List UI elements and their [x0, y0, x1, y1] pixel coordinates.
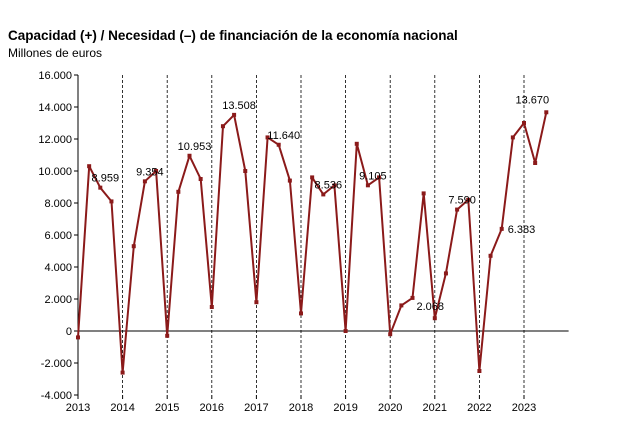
data-point [76, 335, 80, 340]
x-tick-label: 2023 [512, 402, 536, 414]
data-point [243, 169, 248, 173]
data-point [443, 271, 448, 276]
data-point [321, 192, 326, 197]
x-tick-label: 2017 [244, 402, 268, 414]
x-tick-label: 2022 [467, 402, 491, 414]
data-point [98, 185, 103, 190]
data-label: 2.068 [417, 301, 445, 313]
x-tick-label: 2020 [378, 402, 402, 414]
data-point [377, 175, 382, 180]
data-point [332, 183, 337, 188]
series-line [77, 112, 548, 374]
data-point [187, 153, 192, 158]
x-tick-label: 2019 [333, 402, 357, 414]
data-point [354, 141, 359, 146]
data-point [477, 369, 482, 373]
data-point [365, 183, 370, 188]
data-point [198, 177, 203, 181]
data-point [488, 253, 493, 258]
y-tick-label: 14.000 [38, 102, 72, 114]
x-tick-label: 2021 [423, 402, 447, 414]
y-tick-label: 4.000 [44, 262, 72, 274]
data-point [466, 197, 471, 202]
data-point [154, 169, 159, 173]
y-tick-label: 0 [66, 326, 72, 338]
data-point [87, 164, 92, 169]
data-point [455, 207, 460, 212]
data-label: 13.670 [515, 94, 549, 106]
y-tick-label: 6.000 [44, 230, 72, 242]
data-label: 10.953 [178, 141, 212, 153]
y-tick-label: 12.000 [38, 134, 72, 146]
data-label: 9.354 [136, 166, 164, 178]
data-point [310, 175, 315, 180]
data-point [544, 110, 549, 115]
data-point [142, 179, 147, 184]
data-labels: 8.959 9.354 10.953 13.508 11.640 8.536 9.105 2.… [92, 94, 550, 313]
x-tick-label: 2018 [289, 402, 313, 414]
data-point [232, 112, 237, 117]
data-point [254, 300, 259, 305]
gridlines [122, 75, 525, 395]
x-axis-tick-labels: 2013 2014 2015 2016 2017 2018 2019 2020 2021 2022… [66, 402, 536, 414]
y-tick-label: 2.000 [44, 294, 72, 306]
data-label: 9.105 [359, 170, 387, 182]
x-tick-label: 2013 [66, 402, 90, 414]
data-point [120, 370, 125, 375]
data-point [176, 189, 181, 194]
y-axis-tick-labels: -4.000 -2.000 0 2.000 4.000 6.000 8.000 10.000 1… [38, 70, 72, 402]
y-tick-label: 16.000 [38, 70, 72, 82]
data-point [499, 226, 504, 231]
data-point [265, 135, 270, 140]
data-label: 6.383 [508, 224, 536, 236]
data-point [209, 305, 214, 309]
x-tick-label: 2014 [110, 402, 134, 414]
data-point [343, 329, 348, 333]
data-point [432, 316, 437, 321]
data-point [399, 303, 404, 308]
data-point [388, 332, 393, 337]
chart-title: Capacidad (+) / Necesidad (–) de financi… [8, 28, 458, 43]
data-label: 13.508 [222, 100, 256, 112]
data-point [131, 244, 136, 249]
data-label: 8.959 [92, 173, 120, 185]
data-point [165, 333, 170, 338]
data-label: 7.590 [448, 195, 476, 207]
y-tick-label: 10.000 [38, 166, 72, 178]
axes [74, 74, 569, 399]
data-point [109, 199, 114, 204]
data-point [522, 121, 526, 125]
data-point [287, 178, 292, 183]
y-tick-label: 8.000 [44, 198, 72, 210]
chart-subtitle: Millones de euros [8, 46, 103, 60]
series-line-path [77, 112, 548, 374]
y-tick-label: -2.000 [41, 358, 72, 370]
data-point [510, 135, 515, 140]
data-point [276, 142, 281, 147]
data-point [299, 311, 303, 316]
series-markers [76, 110, 549, 375]
data-point [410, 295, 415, 300]
data-point [421, 191, 426, 196]
x-tick-label: 2015 [155, 402, 179, 414]
data-label: 8.536 [315, 179, 343, 191]
y-tick-label: -4.000 [41, 390, 72, 402]
data-point [533, 161, 538, 165]
x-tick-label: 2016 [200, 402, 224, 414]
data-point [220, 124, 225, 129]
data-label: 11.640 [267, 130, 300, 142]
